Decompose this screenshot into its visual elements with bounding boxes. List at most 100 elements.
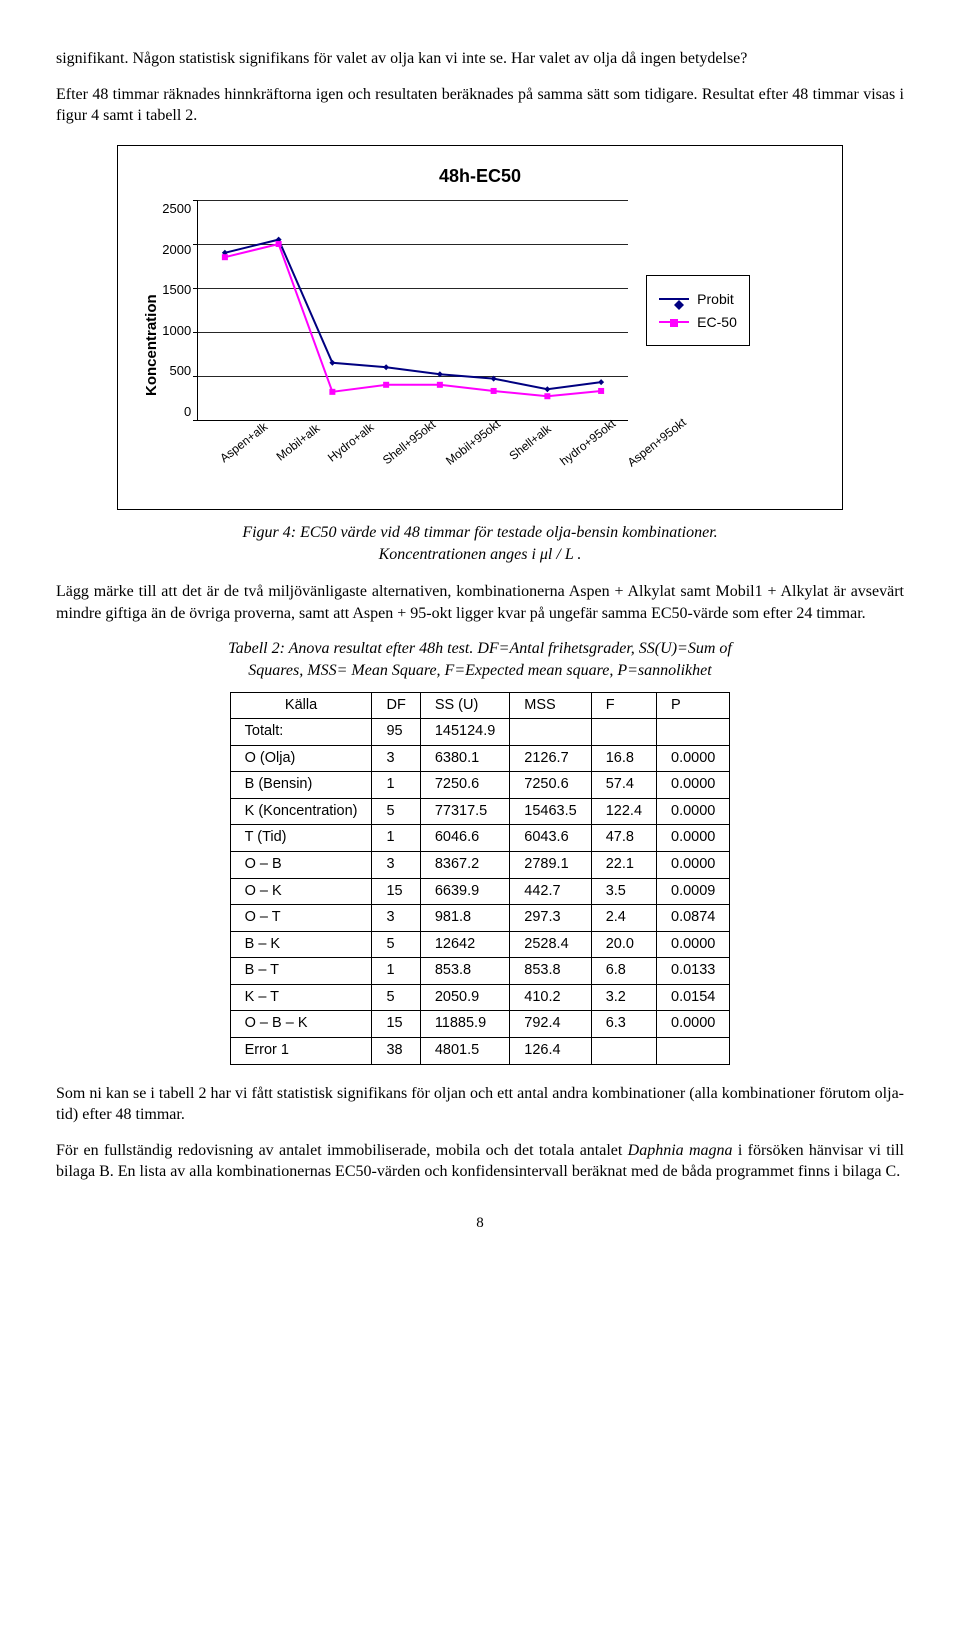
table-cell: 15 xyxy=(372,1011,420,1038)
table-cell: O – B – K xyxy=(230,1011,372,1038)
table-cell: 0.0000 xyxy=(657,745,730,772)
table-cell: 16.8 xyxy=(591,745,656,772)
table-header-cell: Källa xyxy=(230,692,372,719)
table-cell: 0.0000 xyxy=(657,772,730,799)
table-cell: 6046.6 xyxy=(420,825,509,852)
chart-legend: Probit EC-50 xyxy=(646,275,750,347)
series-marker xyxy=(330,360,336,366)
table-cell: 5 xyxy=(372,984,420,1011)
series-marker xyxy=(545,386,551,392)
series-marker xyxy=(276,241,282,247)
table-cell: 2789.1 xyxy=(510,852,591,879)
table-cell: 853.8 xyxy=(420,958,509,985)
y-tick: 2000 xyxy=(162,241,191,259)
table-cell: 410.2 xyxy=(510,984,591,1011)
table-cell: 3.5 xyxy=(591,878,656,905)
table-cell xyxy=(657,1037,730,1064)
table-cell: Totalt: xyxy=(230,719,372,746)
table-cell: 22.1 xyxy=(591,852,656,879)
table-cell: 3 xyxy=(372,745,420,772)
table-cell: 7250.6 xyxy=(420,772,509,799)
table-cell: 981.8 xyxy=(420,905,509,932)
table-cell: 1 xyxy=(372,825,420,852)
legend-label: EC-50 xyxy=(697,313,737,332)
table-row: O – K156639.9442.73.50.0009 xyxy=(230,878,730,905)
table-cell: 0.0000 xyxy=(657,1011,730,1038)
x-labels: Aspen+alkMobil+alkHydro+alkShell+95oktMo… xyxy=(202,425,632,491)
table-row: O – T3981.8297.32.40.0874 xyxy=(230,905,730,932)
table-cell: O – T xyxy=(230,905,372,932)
table-cell: 3 xyxy=(372,905,420,932)
table-cell: 792.4 xyxy=(510,1011,591,1038)
table-cell: 442.7 xyxy=(510,878,591,905)
chart-title: 48h-EC50 xyxy=(140,164,820,188)
paragraph-3: Lägg märke till att det är de två miljöv… xyxy=(56,581,904,624)
paragraph-5: För en fullständig redovisning av antale… xyxy=(56,1140,904,1183)
table-cell: 20.0 xyxy=(591,931,656,958)
table-cell: 5 xyxy=(372,798,420,825)
table-cell: O (Olja) xyxy=(230,745,372,772)
table-header-cell: P xyxy=(657,692,730,719)
table-cell: 0.0000 xyxy=(657,825,730,852)
table-cell: 38 xyxy=(372,1037,420,1064)
table-cell: 95 xyxy=(372,719,420,746)
table-cell: 77317.5 xyxy=(420,798,509,825)
table-row: O (Olja)36380.12126.716.80.0000 xyxy=(230,745,730,772)
para5-pre: För en fullständig redovisning av antale… xyxy=(56,1142,628,1159)
series-marker xyxy=(598,388,604,394)
y-tick: 2500 xyxy=(162,200,191,218)
table-cell: 126.4 xyxy=(510,1037,591,1064)
table-cell: 6380.1 xyxy=(420,745,509,772)
table-cell: K (Koncentration) xyxy=(230,798,372,825)
paragraph-4: Som ni kan se i tabell 2 har vi fått sta… xyxy=(56,1083,904,1126)
table-cell xyxy=(510,719,591,746)
table-cell: Error 1 xyxy=(230,1037,372,1064)
table-cell: 2.4 xyxy=(591,905,656,932)
table-row: B (Bensin)17250.67250.657.40.0000 xyxy=(230,772,730,799)
anova-table: KällaDFSS (U)MSSFPTotalt:95145124.9O (Ol… xyxy=(230,692,731,1065)
legend-row: EC-50 xyxy=(659,313,737,332)
table-row: O – B38367.22789.122.10.0000 xyxy=(230,852,730,879)
table-cell: 6.8 xyxy=(591,958,656,985)
table-cell: 0.0009 xyxy=(657,878,730,905)
table-cell: 2050.9 xyxy=(420,984,509,1011)
tab2-caption-line-1: Tabell 2: Anova resultat efter 48h test.… xyxy=(228,640,732,657)
table-cell: 15463.5 xyxy=(510,798,591,825)
table-2-caption: Tabell 2: Anova resultat efter 48h test.… xyxy=(56,638,904,681)
table-cell xyxy=(591,719,656,746)
table-cell: 6639.9 xyxy=(420,878,509,905)
table-cell: 297.3 xyxy=(510,905,591,932)
series-line-EC-50 xyxy=(225,244,601,396)
table-cell: O – B xyxy=(230,852,372,879)
y-tick: 0 xyxy=(162,403,191,421)
chart-series-svg xyxy=(198,200,628,420)
legend-label: Probit xyxy=(697,290,734,309)
series-marker xyxy=(383,382,389,388)
table-cell: 15 xyxy=(372,878,420,905)
table-row: O – B – K1511885.9792.46.30.0000 xyxy=(230,1011,730,1038)
table-row: B – K5126422528.420.00.0000 xyxy=(230,931,730,958)
y-tick: 1000 xyxy=(162,322,191,340)
plot-area xyxy=(197,200,628,421)
table-header-cell: DF xyxy=(372,692,420,719)
paragraph-2: Efter 48 timmar räknades hinnkräftorna i… xyxy=(56,84,904,127)
table-row: K (Koncentration)577317.515463.5122.40.0… xyxy=(230,798,730,825)
table-cell: 5 xyxy=(372,931,420,958)
y-tick: 500 xyxy=(162,362,191,380)
table-cell: 3 xyxy=(372,852,420,879)
table-cell: 1 xyxy=(372,772,420,799)
series-marker xyxy=(383,364,389,370)
series-marker xyxy=(491,388,497,394)
table-header-row: KällaDFSS (U)MSSFP xyxy=(230,692,730,719)
table-cell: 57.4 xyxy=(591,772,656,799)
figure-4-caption: Figur 4: EC50 värde vid 48 timmar för te… xyxy=(56,522,904,565)
table-cell: 11885.9 xyxy=(420,1011,509,1038)
table-cell: 0.0000 xyxy=(657,852,730,879)
table-cell: 2126.7 xyxy=(510,745,591,772)
table-cell: 3.2 xyxy=(591,984,656,1011)
legend-row: Probit xyxy=(659,290,737,309)
table-cell: 8367.2 xyxy=(420,852,509,879)
series-marker xyxy=(437,382,443,388)
fig4-caption-line-1: Figur 4: EC50 värde vid 48 timmar för te… xyxy=(242,524,717,541)
series-marker xyxy=(222,254,228,260)
